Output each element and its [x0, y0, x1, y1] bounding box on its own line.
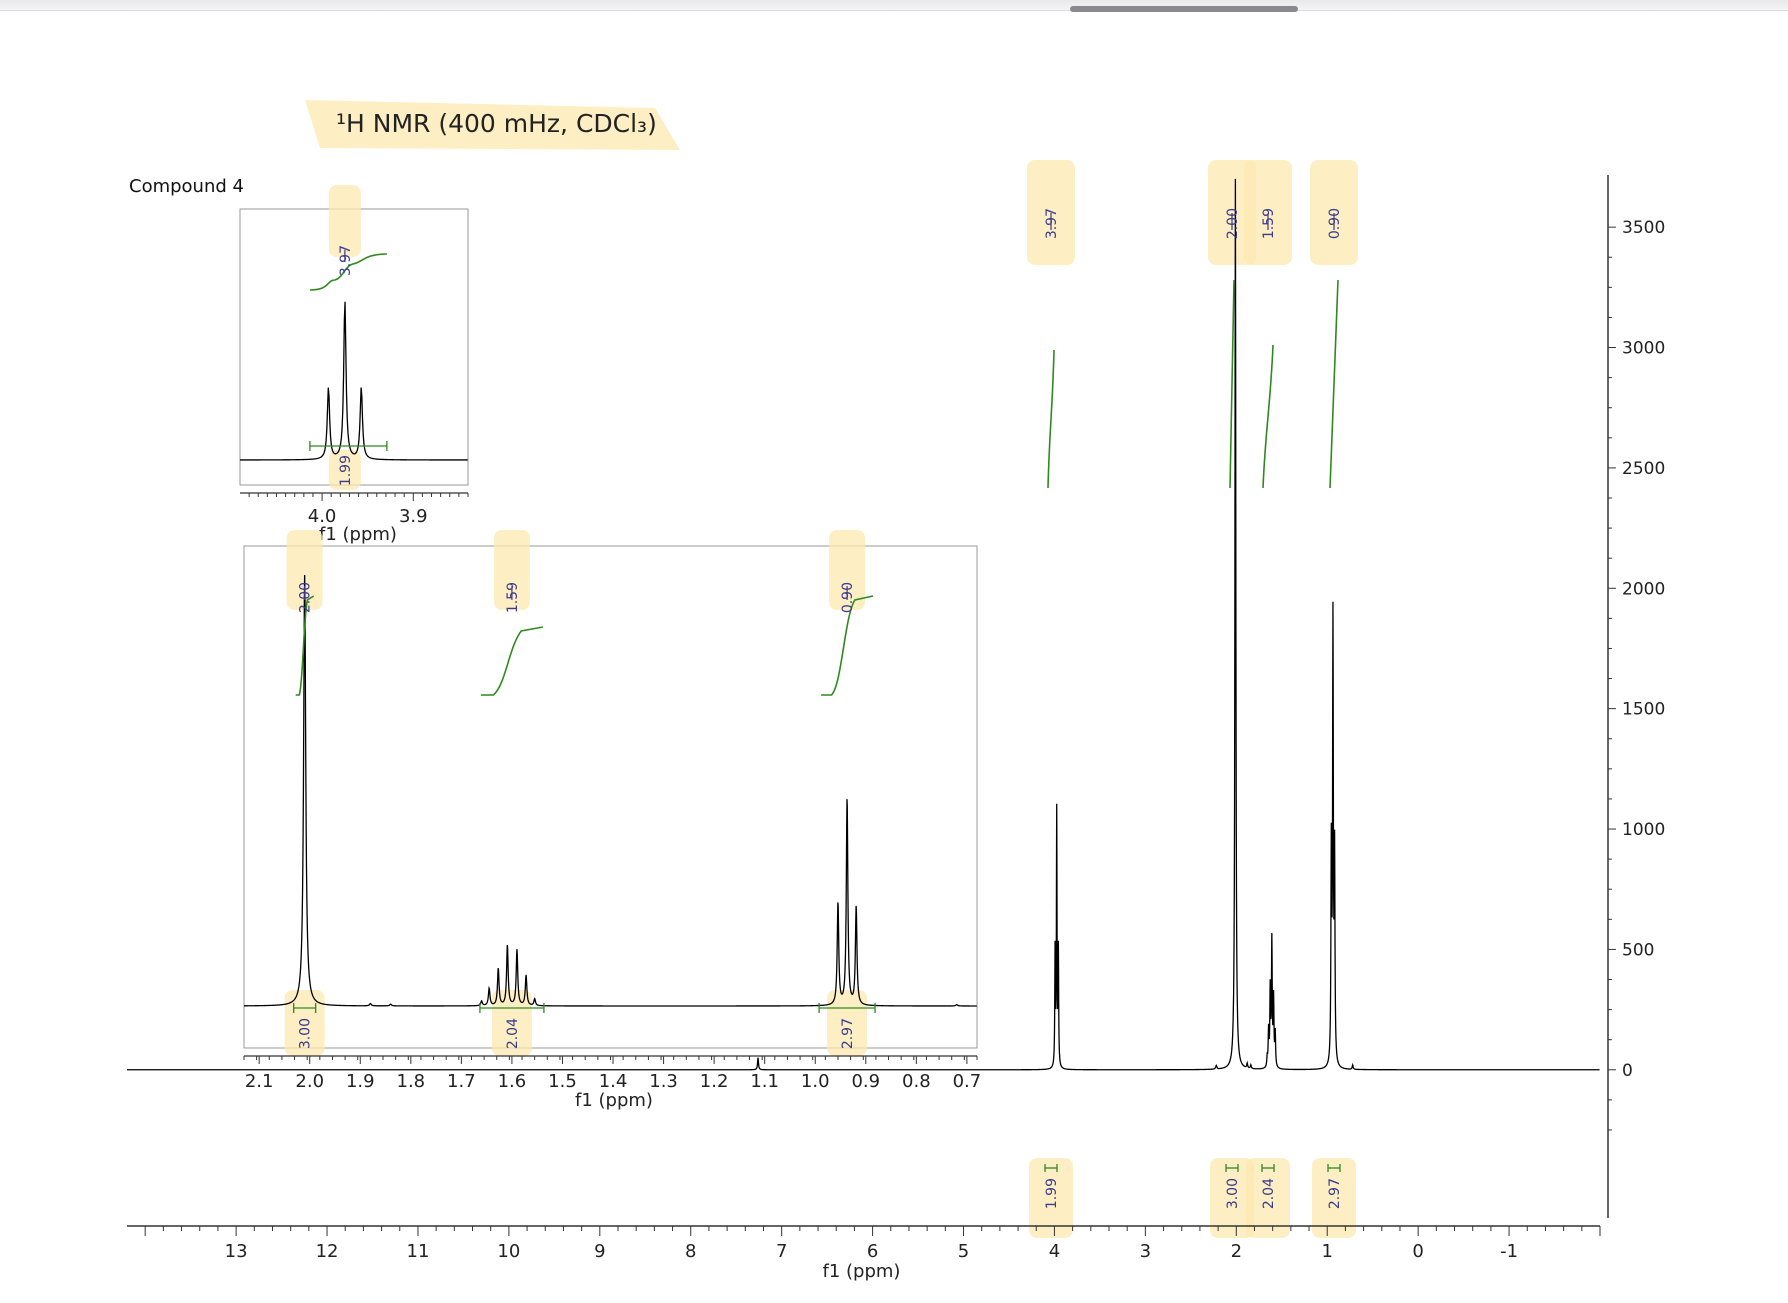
title-highlight [305, 100, 680, 150]
inset-x-tick-label: 2.0 [295, 1071, 324, 1092]
integral-value: 2.97 [840, 1018, 856, 1049]
integral-value: 3.00 [1225, 1178, 1241, 1209]
x-tick-label: 2 [1231, 1241, 1242, 1262]
integral-curve [1047, 349, 1055, 489]
integral-value: 1.99 [1044, 1178, 1060, 1209]
inset-x-tick-label: 0.7 [953, 1071, 982, 1092]
integral-highlight [1029, 1158, 1073, 1238]
integral-highlight [1246, 1158, 1290, 1238]
inset-integral-curve [309, 253, 387, 291]
inset-x-tick-label: 1.0 [801, 1071, 830, 1092]
x-tick-label: 6 [867, 1241, 878, 1262]
x-tick-label: 13 [225, 1241, 248, 1262]
integral-curve [1329, 279, 1339, 489]
x-tick-label: 0 [1412, 1241, 1423, 1262]
peak-label: 3.97 [338, 245, 354, 276]
x-tick-label: 12 [316, 1241, 339, 1262]
y-tick-label: 1000 [1622, 820, 1665, 840]
inset-aliphatic-plot: 2.00 1.59 0.90 3.00 2.04 2.97 2.1 2.0 1.9 1.8 1.7 1… [243, 530, 982, 1111]
integral-highlight [1210, 1158, 1254, 1238]
x-tick-label: 9 [594, 1241, 605, 1262]
peak-label: 2.00 [298, 582, 314, 613]
inset-x-tick-label: 1.5 [548, 1071, 577, 1092]
x-axis-label: f1 (ppm) [823, 1261, 901, 1282]
peak-label: 0.90 [840, 582, 856, 613]
integral-curve [1262, 344, 1274, 489]
integral-highlight [284, 990, 325, 1056]
integral-highlight [328, 450, 361, 490]
integral-value: 2.97 [1327, 1178, 1343, 1209]
integral-highlight [827, 990, 868, 1056]
peak-label-highlight [1027, 160, 1075, 265]
peak-label: 1.59 [505, 582, 521, 613]
inset-integral-curve [821, 595, 874, 696]
spectrum-line [127, 178, 1600, 1071]
x-tick-label: 3 [1140, 1241, 1151, 1262]
y-tick-label: 3000 [1622, 339, 1665, 359]
x-tick-label: 8 [685, 1241, 696, 1262]
x-tick-label: -1 [1500, 1241, 1518, 1262]
inset-x-tick-label: 1.1 [750, 1071, 779, 1092]
inset-x-tick-label: 1.4 [599, 1071, 628, 1092]
peak-label-highlight [328, 185, 361, 257]
inset-x-tick-label: 1.7 [447, 1071, 476, 1092]
peak-label-highlight [1310, 160, 1358, 265]
window-top-bar [0, 0, 1788, 12]
peak-label: 1.59 [1261, 208, 1277, 239]
peak-label-highlight [829, 530, 866, 610]
integral-value: 3.00 [298, 1018, 314, 1049]
peak-label-highlight [286, 530, 323, 610]
inset-x-tick-label: 1.8 [397, 1071, 426, 1092]
inset-x-tick-label: 3.9 [399, 506, 428, 527]
inset-x-tick-label: 2.1 [245, 1071, 274, 1092]
compound-label: Compound 4 [129, 176, 244, 197]
inset-x-tick-label: 0.9 [851, 1071, 880, 1092]
y-tick-label: 2500 [1622, 459, 1665, 479]
main-plot: 13 12 11 10 9 8 7 6 5 4 3 2 1 0 -1f1 (ppm)050010001500… [127, 160, 1665, 1282]
inset-x-tick-label: 1.9 [346, 1071, 375, 1092]
y-tick-label: 2000 [1622, 579, 1665, 599]
peak-label-highlight [493, 530, 530, 610]
inset-spectrum-line [244, 574, 977, 1007]
peak-label-highlight [1244, 160, 1292, 265]
y-tick-label: 0 [1622, 1061, 1633, 1081]
inset-4ppm-plot: 3.97 1.99 4.0 3.9f1 (ppm) [239, 185, 469, 545]
inset-x-tick-label: 0.8 [902, 1071, 931, 1092]
x-tick-label: 4 [1049, 1241, 1060, 1262]
inset-frame [243, 545, 978, 1049]
inset-x-tick-label: 1.2 [700, 1071, 729, 1092]
x-tick-label: 11 [407, 1241, 430, 1262]
y-tick-label: 3500 [1622, 218, 1665, 238]
peak-label: 2.00 [1225, 208, 1241, 239]
scrollbar-thumb[interactable] [1070, 6, 1298, 12]
integral-highlight [491, 990, 532, 1056]
inset-x-tick-label: 1.3 [649, 1071, 678, 1092]
peak-label: 3.97 [1044, 208, 1060, 239]
integral-value: 2.04 [1261, 1178, 1277, 1209]
x-tick-label: 5 [958, 1241, 969, 1262]
inset-integral-curve [295, 595, 315, 696]
y-tick-label: 500 [1622, 940, 1654, 960]
inset-x-tick-label: 1.6 [498, 1071, 527, 1092]
integral-value: 2.04 [505, 1018, 521, 1049]
x-tick-label: 7 [776, 1241, 787, 1262]
x-tick-label: 10 [497, 1241, 520, 1262]
integral-curve [1229, 279, 1235, 489]
y-tick-label: 1500 [1622, 700, 1665, 720]
inset-integral-curve [480, 626, 544, 696]
integral-highlight [1312, 1158, 1356, 1238]
chart-title: ¹H NMR (400 mHz, CDCl₃) [336, 109, 657, 138]
integral-value: 1.99 [338, 455, 354, 486]
x-tick-label: 1 [1321, 1241, 1332, 1262]
inset-x-axis-label: f1 (ppm) [319, 524, 397, 545]
peak-label: 0.90 [1327, 208, 1343, 239]
inset-x-axis-label: f1 (ppm) [575, 1090, 653, 1111]
inset-x-tick-label: 4.0 [308, 506, 337, 527]
inset-spectrum-line [240, 301, 468, 461]
